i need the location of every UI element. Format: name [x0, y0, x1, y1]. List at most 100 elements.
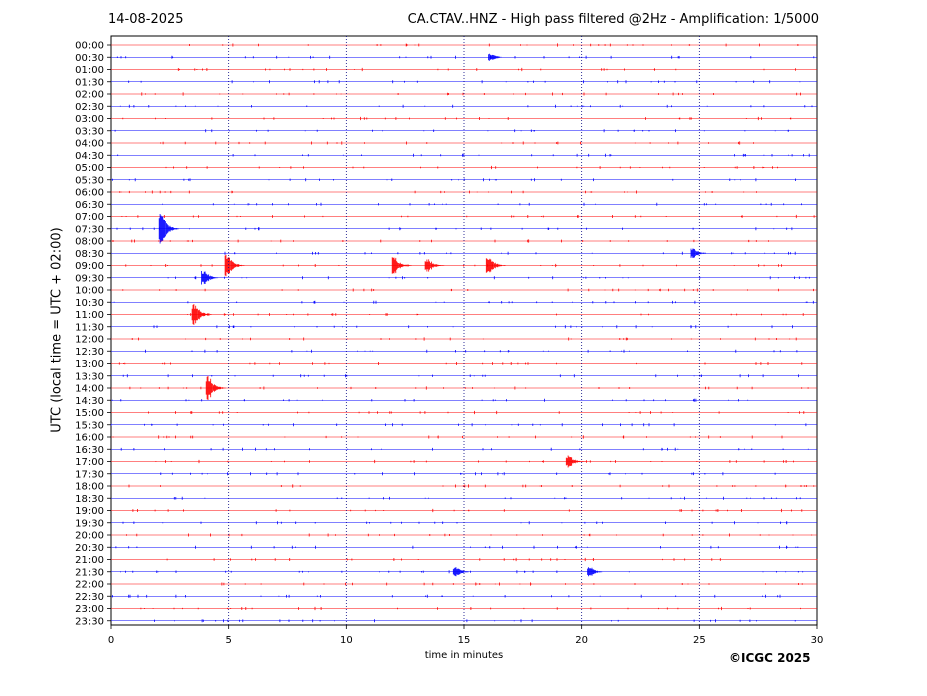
- trace-signal: [141, 92, 801, 96]
- y-tick-label: 00:00: [75, 41, 104, 52]
- trace-0500: [111, 165, 817, 170]
- trace-signal: [128, 484, 815, 488]
- y-tick-label: 21:00: [75, 555, 104, 566]
- trace-2230: [111, 594, 817, 598]
- trace-0230: [111, 104, 817, 108]
- trace-2300: [111, 606, 817, 611]
- trace-1130: [111, 325, 817, 329]
- trace-signal: [111, 398, 749, 402]
- y-tick-label: 12:00: [75, 335, 104, 346]
- trace-signal: [122, 521, 788, 525]
- y-tick-label: 09:00: [75, 261, 104, 272]
- trace-signal: [173, 496, 801, 500]
- trace-0830: [111, 248, 817, 258]
- trace-signal: [112, 239, 769, 243]
- trace-2330: [111, 619, 817, 623]
- trace-signal: [112, 594, 781, 598]
- y-tick-label: 07:00: [75, 212, 104, 223]
- y-tick-label: 18:30: [75, 494, 104, 505]
- trace-1630: [111, 447, 817, 451]
- trace-signal: [121, 214, 815, 219]
- x-tick-label: 20: [575, 635, 588, 646]
- y-tick-label: 14:00: [75, 384, 104, 395]
- trace-1500: [111, 410, 817, 415]
- trace-1430: [111, 398, 817, 402]
- trace-signal: [224, 248, 796, 258]
- trace-signal: [116, 214, 793, 244]
- trace-0930: [111, 271, 817, 285]
- y-tick-label: 22:30: [75, 592, 104, 603]
- y-tick-label: 18:00: [75, 482, 104, 493]
- y-tick-label: 10:00: [75, 286, 104, 297]
- y-tick-label: 12:30: [75, 347, 104, 358]
- y-tick-label: 23:00: [75, 604, 104, 615]
- y-tick-label: 17:00: [75, 457, 104, 468]
- trace-signal: [122, 374, 799, 378]
- y-tick-label: 16:30: [75, 445, 104, 456]
- trace-signal: [119, 190, 757, 194]
- trace-signal: [122, 288, 814, 292]
- trace-1100: [111, 304, 817, 325]
- trace-1730: [111, 472, 817, 476]
- y-tick-label: 23:30: [75, 616, 104, 627]
- trace-signal: [140, 606, 801, 611]
- trace-signal: [148, 410, 805, 415]
- trace-signal: [120, 567, 804, 577]
- trace-0330: [111, 129, 817, 133]
- trace-signal: [114, 129, 789, 133]
- y-tick-label: 10:30: [75, 298, 104, 309]
- trace-signal: [153, 325, 793, 329]
- trace-signal: [160, 141, 754, 145]
- trace-signal: [118, 362, 803, 365]
- y-tick-label: 06:30: [75, 200, 104, 211]
- y-tick-label: 05:30: [75, 175, 104, 186]
- y-tick-label: 14:30: [75, 396, 104, 407]
- y-tick-label: 01:00: [75, 65, 104, 76]
- trace-signal: [112, 435, 783, 439]
- trace-2130: [111, 567, 817, 577]
- trace-signal: [132, 508, 803, 513]
- date-label: 14-08-2025: [108, 12, 184, 27]
- trace-signal: [131, 337, 797, 341]
- x-tick-label: 30: [811, 635, 824, 646]
- trace-signal: [189, 43, 799, 47]
- y-tick-label: 05:00: [75, 163, 104, 174]
- trace-signal: [125, 254, 782, 277]
- trace-signal: [162, 202, 802, 206]
- y-tick-label: 08:00: [75, 237, 104, 248]
- x-tick-label: 0: [108, 635, 114, 646]
- trace-1600: [111, 435, 817, 439]
- y-tick-label: 22:00: [75, 580, 104, 591]
- trace-0900: [111, 254, 817, 277]
- y-tick-label: 15:30: [75, 420, 104, 431]
- chart-title: CA.CTAV..HNZ - High pass filtered @2Hz -…: [407, 12, 819, 27]
- trace-signal: [115, 545, 799, 549]
- trace-signal: [120, 447, 809, 451]
- y-tick-label: 16:00: [75, 433, 104, 444]
- trace-0530: [111, 178, 817, 182]
- trace-signal: [145, 349, 798, 353]
- y-tick-label: 02:00: [75, 90, 104, 101]
- y-tick-label: 13:00: [75, 359, 104, 370]
- y-tick-label: 20:30: [75, 543, 104, 554]
- trace-signal: [165, 165, 778, 170]
- y-tick-label: 13:30: [75, 371, 104, 382]
- trace-0400: [111, 141, 817, 145]
- trace-signal: [129, 375, 809, 401]
- trace-signal: [116, 53, 815, 61]
- y-tick-label: 03:00: [75, 114, 104, 125]
- trace-signal: [110, 423, 807, 427]
- trace-1700: [111, 455, 817, 468]
- trace-signal: [117, 153, 810, 157]
- y-tick-label: 20:00: [75, 531, 104, 542]
- trace-1030: [111, 300, 817, 304]
- x-tick-label: 15: [458, 635, 471, 646]
- trace-signal: [122, 116, 792, 121]
- y-tick-label: 02:30: [75, 102, 104, 113]
- trace-2100: [111, 557, 818, 562]
- y-tick-label: 06:00: [75, 188, 104, 199]
- trace-signal: [154, 619, 796, 623]
- copyright-label: ©ICGC 2025: [729, 651, 811, 665]
- trace-signal: [119, 104, 813, 108]
